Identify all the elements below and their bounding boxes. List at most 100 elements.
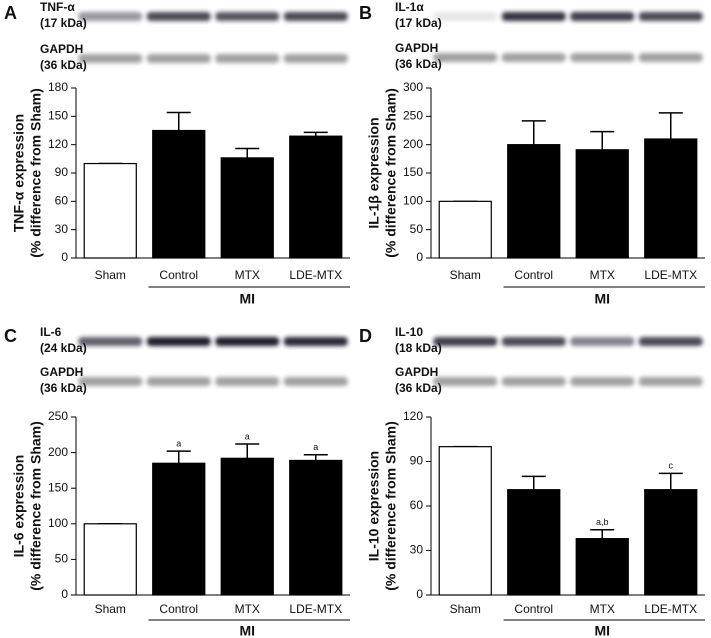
x-tick-label: Sham xyxy=(95,602,126,616)
bar xyxy=(289,135,343,259)
bar xyxy=(289,459,343,596)
blot-label: IL-10 xyxy=(395,325,423,339)
y-tick-label: 90 xyxy=(410,454,424,468)
y-axis-label: IL-6 expression xyxy=(11,455,27,558)
blot-band xyxy=(501,377,566,386)
blot-label: GAPDH xyxy=(395,365,438,379)
x-tick-label: Control xyxy=(514,268,553,282)
blot-band xyxy=(638,53,703,62)
blot-label: IL-1α xyxy=(395,0,424,14)
blot-band xyxy=(78,12,143,21)
y-tick-label: 50 xyxy=(55,552,69,566)
x-tick-label: MTX xyxy=(235,268,260,282)
blot-size: (36 kDa) xyxy=(40,381,87,395)
blot-band xyxy=(78,377,143,386)
y-tick-label: 0 xyxy=(61,250,68,264)
y-tick-label: 120 xyxy=(403,409,423,423)
bar xyxy=(438,200,492,259)
y-tick-label: 0 xyxy=(61,587,68,601)
blot-band xyxy=(638,377,703,386)
y-axis-label: TNF-α expression xyxy=(11,114,27,232)
annotation: c xyxy=(669,461,674,471)
y-axis-label: (% difference from Sham) xyxy=(28,88,44,258)
blot-band xyxy=(283,337,348,346)
blot-size: (36 kDa) xyxy=(40,58,87,72)
x-tick-label: Sham xyxy=(95,268,126,282)
blot-band xyxy=(433,12,498,21)
blot-band xyxy=(638,337,703,346)
y-tick-label: 60 xyxy=(410,498,424,512)
y-axis-label: IL-1β expression xyxy=(366,117,382,228)
blot-band xyxy=(215,12,280,21)
bar xyxy=(220,157,274,259)
y-tick-label: 120 xyxy=(48,137,68,151)
blot-band xyxy=(501,12,566,21)
x-tick-label: LDE-MTX xyxy=(289,268,342,282)
y-tick-label: 100 xyxy=(403,194,423,208)
x-tick-label: Control xyxy=(159,602,198,616)
blot-size: (36 kDa) xyxy=(395,381,442,395)
blot-band xyxy=(570,377,635,386)
blot-band xyxy=(501,337,566,346)
annotation: a xyxy=(313,442,318,452)
y-axis-label: (% difference from Sham) xyxy=(383,88,399,258)
y-tick-label: 30 xyxy=(55,222,69,236)
x-tick-label: Control xyxy=(159,268,198,282)
blot-band xyxy=(78,337,143,346)
y-tick-label: 150 xyxy=(403,165,423,179)
blot-band xyxy=(433,53,498,62)
group-label: MI xyxy=(594,623,610,638)
blot-size: (36 kDa) xyxy=(395,57,442,71)
y-tick-label: 0 xyxy=(416,250,423,264)
x-tick-label: LDE-MTX xyxy=(289,602,342,616)
y-tick-label: 250 xyxy=(403,109,423,123)
y-tick-label: 150 xyxy=(48,480,68,494)
panel-letter: A xyxy=(4,3,17,23)
x-tick-label: MTX xyxy=(235,602,260,616)
group-label: MI xyxy=(239,623,255,638)
bar xyxy=(83,523,137,596)
blot-band xyxy=(433,377,498,386)
blot-band xyxy=(215,337,280,346)
annotation: a xyxy=(245,431,250,441)
blot-band xyxy=(570,12,635,21)
x-tick-label: MTX xyxy=(590,602,615,616)
blot-band xyxy=(638,12,703,21)
y-tick-label: 180 xyxy=(48,80,68,94)
blot-label: GAPDH xyxy=(40,42,83,56)
x-tick-label: LDE-MTX xyxy=(644,602,697,616)
group-label: MI xyxy=(594,291,610,307)
panel-letter: D xyxy=(359,326,372,346)
y-tick-label: 60 xyxy=(55,194,69,208)
y-tick-label: 30 xyxy=(410,543,424,557)
x-tick-label: MTX xyxy=(590,268,615,282)
blot-band xyxy=(146,54,211,63)
group-label: MI xyxy=(239,291,255,307)
bar xyxy=(507,489,561,596)
bar xyxy=(152,462,206,596)
blot-label: TNF-α xyxy=(40,0,75,14)
blot-band xyxy=(283,377,348,386)
blot-label: GAPDH xyxy=(395,41,438,55)
y-axis-label: (% difference from Sham) xyxy=(383,421,399,591)
x-tick-label: LDE-MTX xyxy=(644,268,697,282)
blot-band xyxy=(146,377,211,386)
blot-band xyxy=(146,12,211,21)
y-axis-label: (% difference from Sham) xyxy=(28,421,44,591)
x-tick-label: Control xyxy=(514,602,553,616)
y-tick-label: 100 xyxy=(48,516,68,530)
bar xyxy=(575,149,629,259)
blot-size: (18 kDa) xyxy=(395,341,442,355)
annotation: a,b xyxy=(596,517,609,527)
bar xyxy=(152,129,206,259)
blot-label: GAPDH xyxy=(40,365,83,379)
bar xyxy=(644,138,698,259)
annotation: a xyxy=(176,439,181,449)
y-tick-label: 200 xyxy=(403,137,423,151)
y-tick-label: 50 xyxy=(410,222,424,236)
blot-band xyxy=(78,54,143,63)
blot-band xyxy=(283,54,348,63)
bar xyxy=(644,489,698,596)
y-tick-label: 90 xyxy=(55,165,69,179)
y-axis-label: IL-10 expression xyxy=(366,451,382,562)
